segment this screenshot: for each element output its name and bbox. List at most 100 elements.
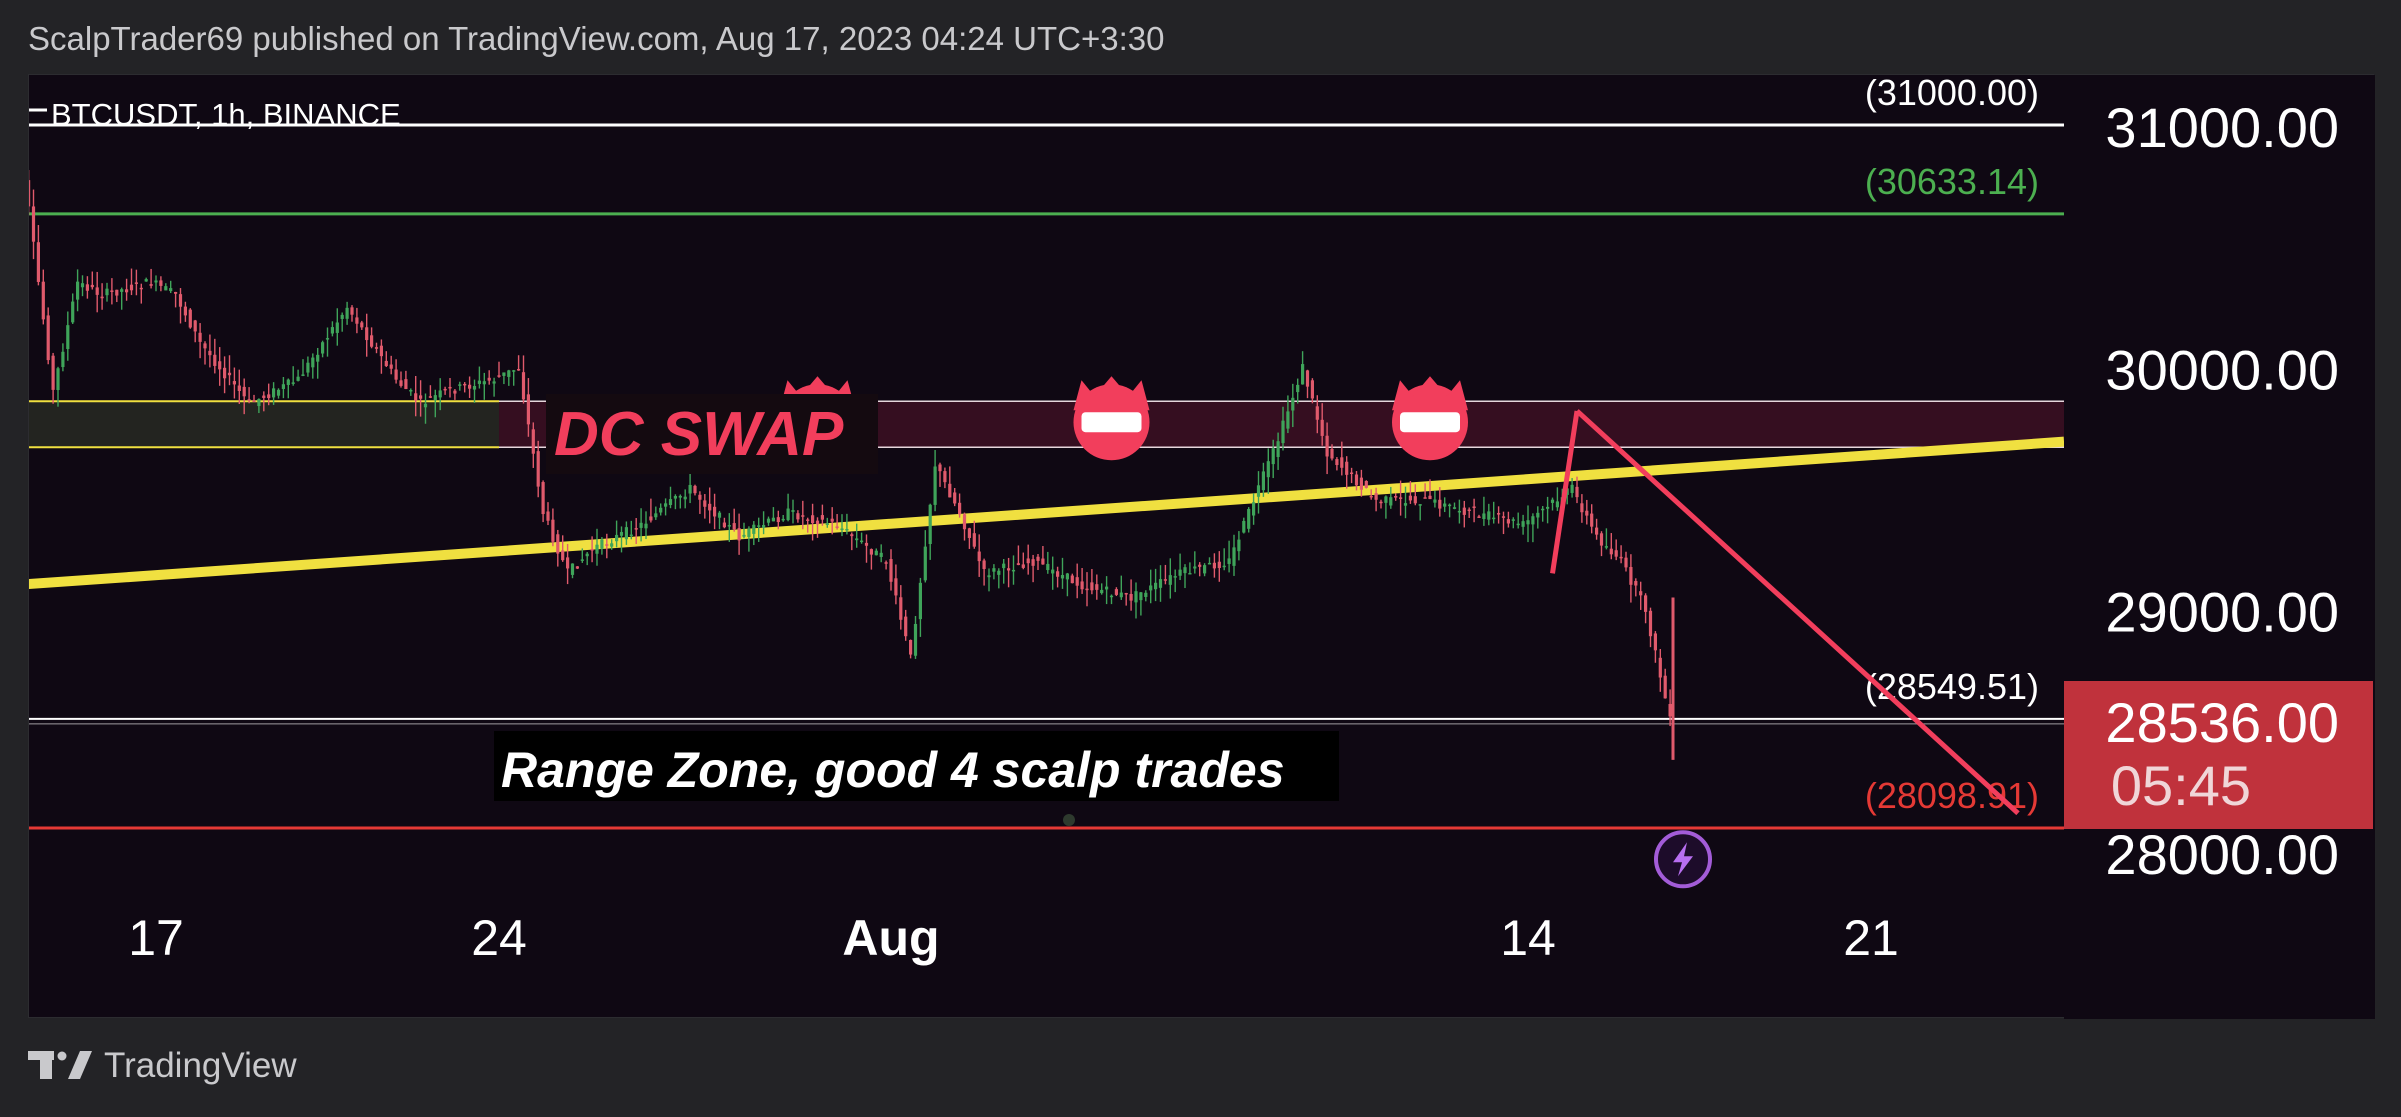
candle-body bbox=[237, 385, 241, 392]
candle-body bbox=[1428, 495, 1432, 500]
candle-body bbox=[1212, 562, 1216, 569]
candle-body bbox=[771, 517, 775, 522]
candle-body bbox=[345, 307, 349, 319]
candle-body bbox=[801, 515, 805, 517]
candle-body bbox=[713, 506, 717, 517]
candle-body bbox=[1354, 474, 1359, 486]
candle-body bbox=[1408, 495, 1412, 501]
candle-body bbox=[913, 623, 918, 656]
candle-body bbox=[1624, 557, 1628, 568]
x-tick-label-1: 24 bbox=[471, 910, 527, 966]
candle-body bbox=[884, 562, 888, 564]
candle-body bbox=[169, 288, 173, 292]
candle-body bbox=[1335, 459, 1339, 466]
candle-body bbox=[1114, 589, 1118, 595]
candle-body bbox=[1031, 559, 1035, 566]
candle-body bbox=[1604, 546, 1608, 548]
projection-down[interactable] bbox=[1575, 409, 2020, 816]
candle-body bbox=[1109, 595, 1114, 598]
candle-body bbox=[423, 403, 428, 408]
candle-body bbox=[678, 495, 682, 498]
candle-body bbox=[125, 289, 129, 293]
candle-body bbox=[791, 510, 795, 512]
candle-body bbox=[879, 552, 883, 557]
candle-body bbox=[517, 369, 521, 371]
candle-body bbox=[948, 483, 952, 498]
candle-body bbox=[1364, 480, 1368, 488]
candle-body bbox=[139, 287, 143, 290]
crown-marker-2[interactable] bbox=[1073, 376, 1150, 461]
candle-body bbox=[1403, 503, 1408, 506]
range-zone-label[interactable]: Range Zone, good 4 scalp trades bbox=[501, 742, 1285, 798]
candle-body bbox=[1497, 513, 1501, 515]
projection-up[interactable] bbox=[1550, 410, 1580, 574]
candle-body bbox=[492, 381, 496, 384]
candle-body bbox=[717, 512, 722, 518]
chart-panel[interactable]: (31000.00) (30633.14) (28549.51) (28098.91)… bbox=[28, 74, 2375, 1019]
candle-body bbox=[306, 362, 310, 373]
candle-body bbox=[1462, 507, 1466, 515]
footer-brand-label: TradingView bbox=[104, 1046, 297, 1085]
candle-body bbox=[36, 242, 40, 282]
candle-body bbox=[992, 568, 996, 572]
candle-body bbox=[1203, 565, 1207, 574]
candle-body bbox=[507, 370, 511, 377]
candle-body bbox=[1639, 591, 1643, 596]
candle-body bbox=[1350, 472, 1354, 475]
price-chart[interactable]: (31000.00)(30633.14)(28549.51)(28098.91)… bbox=[29, 75, 2375, 1019]
candle-body bbox=[1065, 573, 1069, 580]
candle-body bbox=[1134, 591, 1138, 603]
candle-body bbox=[262, 395, 266, 398]
candle-body bbox=[556, 534, 560, 554]
candle-body bbox=[953, 492, 957, 504]
candle-body bbox=[1369, 495, 1373, 498]
x-tick-label-2: Aug bbox=[842, 910, 939, 966]
candle-body bbox=[360, 322, 364, 328]
candle-body bbox=[541, 482, 545, 515]
candle-body bbox=[213, 354, 217, 366]
candle-body bbox=[546, 511, 550, 521]
candle-body bbox=[928, 504, 932, 545]
candle-body bbox=[1271, 448, 1275, 465]
candle-body bbox=[272, 388, 276, 398]
current-price-badge[interactable] bbox=[2064, 681, 2373, 829]
candle-body bbox=[1482, 513, 1486, 519]
price-axis-panel bbox=[2064, 75, 2375, 1019]
footer-brand[interactable]: TradingView bbox=[28, 1046, 297, 1086]
candle-body bbox=[1095, 584, 1099, 590]
candle-body bbox=[438, 390, 442, 398]
candle-body bbox=[502, 372, 506, 376]
candle-body bbox=[1085, 588, 1089, 591]
candle-body bbox=[570, 563, 575, 575]
candle-body bbox=[291, 382, 295, 384]
candle-body bbox=[129, 284, 134, 291]
candle-body bbox=[208, 350, 212, 356]
candle-body bbox=[610, 543, 614, 547]
candle-body bbox=[1389, 497, 1393, 506]
candle-body bbox=[497, 375, 501, 377]
candle-body bbox=[443, 388, 447, 391]
candle-body bbox=[384, 360, 388, 367]
candle-body bbox=[394, 369, 398, 380]
yellow-trendline[interactable] bbox=[29, 436, 2065, 590]
candle-body bbox=[1320, 419, 1324, 436]
candle-body bbox=[835, 526, 839, 528]
candle-body bbox=[46, 315, 50, 361]
candle-body bbox=[1614, 550, 1618, 557]
crown-marker-3[interactable] bbox=[1392, 376, 1468, 461]
candle-body bbox=[350, 307, 354, 315]
candle-body bbox=[566, 557, 570, 569]
candle-body bbox=[85, 284, 89, 291]
candle-body bbox=[1070, 575, 1074, 584]
candle-body bbox=[1158, 579, 1163, 588]
candle-body bbox=[668, 499, 673, 506]
candle-body bbox=[51, 355, 55, 390]
dc-swap-label[interactable]: DC SWAP bbox=[554, 400, 844, 469]
candle-body bbox=[174, 291, 178, 294]
candle-body bbox=[1286, 411, 1290, 429]
candles-group bbox=[29, 170, 1672, 727]
candle-body bbox=[61, 351, 65, 368]
candle-body bbox=[164, 286, 168, 291]
candle-body bbox=[1256, 485, 1261, 497]
candle-body bbox=[1501, 516, 1506, 518]
